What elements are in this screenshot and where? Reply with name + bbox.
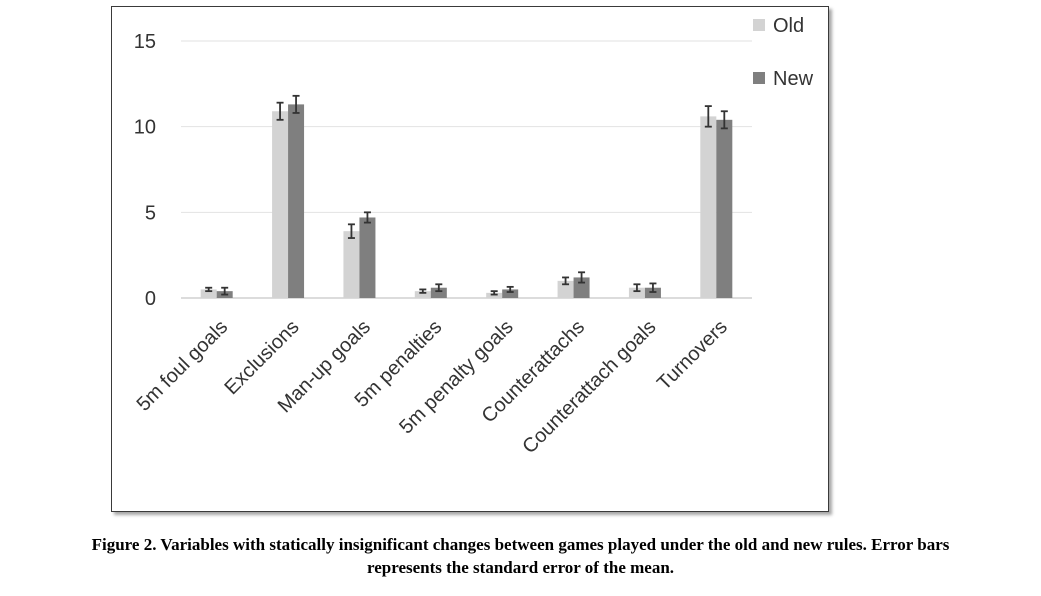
y-tick-label: 5 <box>145 202 156 224</box>
figure-caption: Figure 2. Variables with statically insi… <box>0 533 1041 579</box>
legend-label-old: Old <box>773 15 804 37</box>
bar-old <box>272 111 289 298</box>
x-tick-label: Turnovers <box>653 316 732 395</box>
bar-old <box>200 289 217 298</box>
x-tick-label: Counterattach goals <box>518 316 660 458</box>
legend-swatch-old <box>753 19 765 31</box>
bar-old <box>343 231 360 298</box>
caption-line-2: represents the standard error of the mea… <box>366 558 675 577</box>
bar-old <box>557 280 574 298</box>
bar-new <box>716 119 733 299</box>
legend-swatch-new <box>753 72 765 84</box>
caption-line-1: Figure 2. Variables with statically insi… <box>91 535 950 554</box>
bar-new <box>573 277 590 298</box>
y-tick-label: 10 <box>134 117 156 139</box>
y-tick-label: 15 <box>134 31 156 53</box>
bar-old <box>414 291 431 298</box>
x-tick-label: 5m foul goals <box>133 316 233 416</box>
bar-new <box>430 287 447 298</box>
bar-new <box>502 289 519 298</box>
chart-frame: 0 5 10 15 5m foul goals Exclusions Man-up goal… <box>111 6 829 512</box>
bar-new <box>359 217 376 298</box>
y-tick-label: 0 <box>145 288 156 310</box>
bar-old <box>700 116 717 299</box>
legend-label-new: New <box>773 68 814 90</box>
bar-new <box>288 104 305 298</box>
bar-old <box>628 287 645 298</box>
